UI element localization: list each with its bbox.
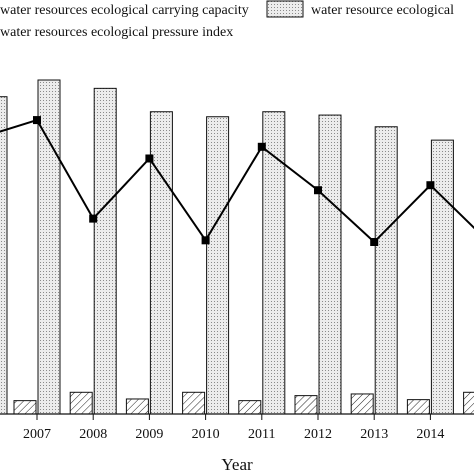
x-axis-title: Year (221, 455, 253, 474)
bar-hatched-2010 (182, 391, 206, 415)
bar-dotted-partial-left (0, 96, 8, 415)
legend-label-carrying-capacity: water resources ecological carrying capa… (0, 3, 249, 18)
x-tick-label-2007: 2007 (23, 427, 51, 442)
line-group (0, 116, 474, 246)
x-tick-label-2010: 2010 (192, 427, 220, 442)
x-ticks-group: 2007 2008 2009 2010 2011 2012 2013 2014 (23, 414, 444, 442)
bar-dotted-2014 (430, 139, 454, 415)
pressure-index-marker-2008 (89, 214, 98, 223)
x-tick-label-2014: 2014 (416, 427, 444, 442)
pressure-index-marker-2012 (314, 186, 322, 195)
bar-dotted-2010 (206, 116, 230, 415)
bar-hatched-2014 (406, 399, 430, 415)
bar-dotted-2007 (37, 79, 61, 415)
pressure-index-marker-2014 (426, 181, 435, 190)
bar-hatched-partial-right (463, 391, 474, 415)
x-tick-label-2012: 2012 (304, 427, 332, 442)
bar-hatched-2008 (69, 391, 93, 415)
pressure-index-line (0, 118, 474, 244)
bar-dotted-2009 (149, 111, 173, 415)
bar-hatched-2007 (13, 400, 37, 415)
pressure-index-marker-2009 (145, 154, 154, 163)
x-tick-label-2011: 2011 (248, 427, 275, 442)
legend: water resources ecological carrying capa… (0, 0, 454, 40)
bar-dotted-2012 (318, 114, 342, 415)
bar-hatched-2013 (350, 393, 374, 415)
bar-dotted-2013 (374, 126, 398, 415)
pressure-index-marker-2011 (257, 142, 266, 151)
pressure-index-marker-2010 (201, 236, 210, 245)
bar-hatched-2009 (125, 398, 149, 415)
pressure-index-marker-2007 (33, 116, 41, 125)
bar-hatched-2011 (238, 400, 262, 415)
legend-label-water-resource-ecological: water resource ecological (311, 3, 454, 18)
bars-group (0, 79, 474, 415)
legend-label-pressure-index: water resources ecological pressure inde… (0, 25, 233, 40)
x-tick-label-2013: 2013 (360, 427, 388, 442)
bar-hatched-2012 (294, 395, 318, 415)
bar-dotted-2008 (93, 87, 117, 415)
legend-swatch-dotted (266, 0, 304, 18)
pressure-index-marker-2013 (370, 237, 379, 246)
x-tick-label-2008: 2008 (79, 427, 107, 442)
x-tick-label-2009: 2009 (135, 427, 163, 442)
